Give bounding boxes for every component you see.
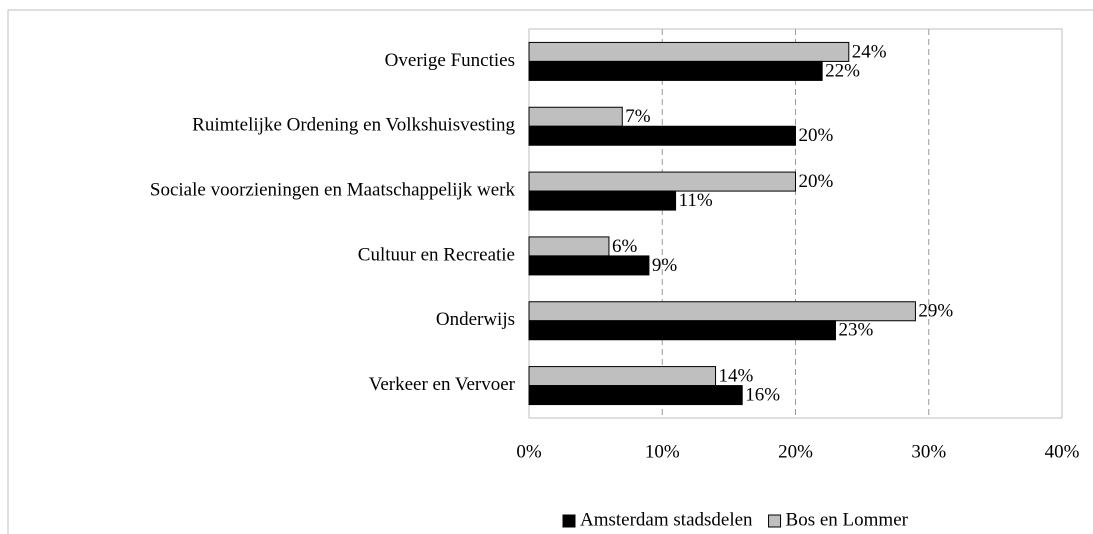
bar — [528, 41, 850, 62]
bar — [528, 366, 717, 387]
legend-swatch — [768, 514, 782, 528]
bar — [528, 255, 650, 276]
x-tick-label: 10% — [645, 441, 680, 462]
y-tick-label: Cultuur en Recreatie — [358, 244, 515, 265]
bar — [528, 125, 796, 146]
bar — [528, 190, 677, 211]
y-tick-label: Ruimtelijke Ordening en Volkshuisvesting — [192, 115, 515, 136]
data-label: 29% — [918, 301, 953, 322]
bar — [528, 236, 610, 257]
data-label: 22% — [825, 60, 860, 81]
data-label: 24% — [852, 41, 887, 62]
y-tick-label: Onderwijs — [436, 309, 515, 330]
data-label: 6% — [612, 236, 638, 257]
y-tick-label: Sociale voorzieningen en Maatschappelijk… — [150, 179, 516, 200]
bar — [528, 60, 823, 81]
data-label: 20% — [799, 171, 834, 192]
y-tick-label: Verkeer en Vervoer — [369, 374, 516, 395]
data-label: 23% — [838, 320, 873, 341]
data-label: 7% — [625, 106, 651, 127]
bar — [528, 385, 743, 406]
x-tick-label: 30% — [911, 441, 946, 462]
plot-frame — [528, 28, 1063, 419]
x-tick-label: 0% — [516, 441, 542, 462]
data-label: 14% — [719, 365, 754, 386]
bar — [528, 171, 796, 192]
bar — [528, 301, 916, 322]
y-tick-label: Overige Functies — [385, 50, 515, 71]
legend-label: Amsterdam stadsdelen — [580, 509, 753, 530]
data-label: 9% — [652, 255, 678, 276]
data-label: 11% — [679, 190, 713, 211]
x-tick-label: 40% — [1045, 441, 1080, 462]
data-label: 20% — [799, 125, 834, 146]
bar — [528, 106, 623, 127]
legend-swatch — [562, 514, 576, 528]
data-label: 16% — [745, 384, 780, 405]
bar — [528, 320, 836, 341]
legend-label: Bos en Lommer — [786, 509, 909, 530]
x-tick-label: 20% — [778, 441, 813, 462]
